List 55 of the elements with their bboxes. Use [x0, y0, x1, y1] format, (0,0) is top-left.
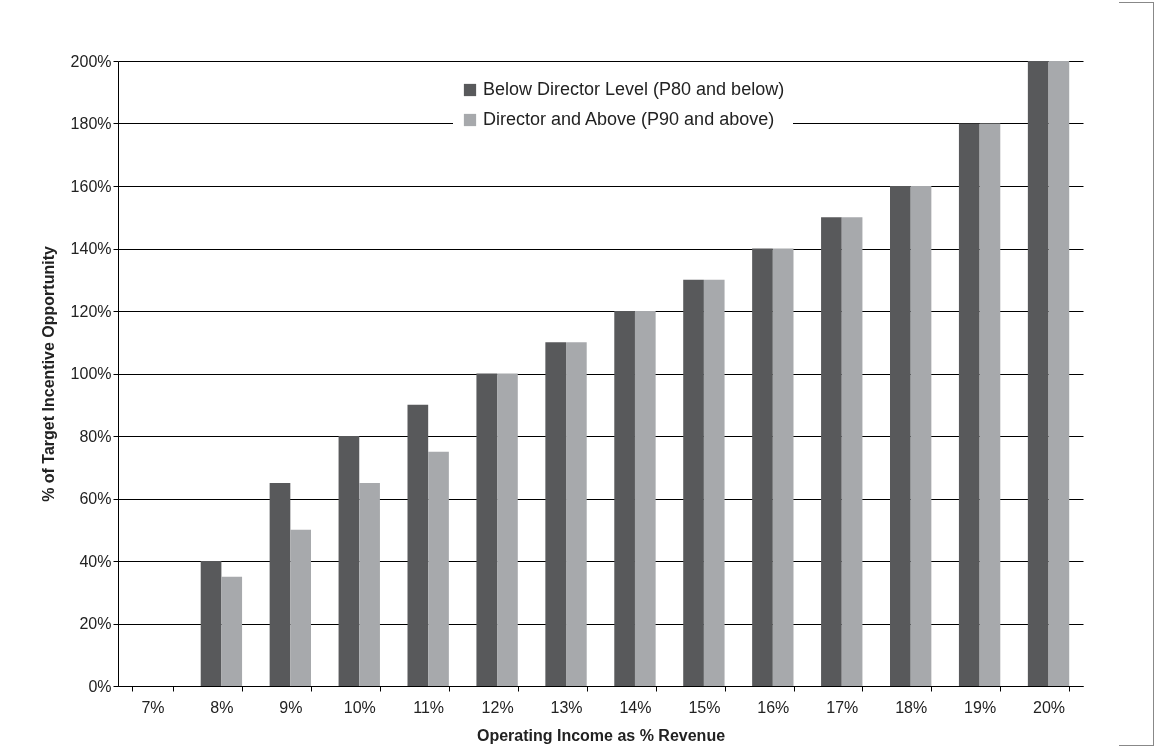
bar — [958, 123, 980, 686]
bar — [269, 482, 291, 686]
bar — [841, 217, 863, 686]
y-tick-label: 140% — [70, 240, 112, 257]
x-tick-label: 10% — [343, 698, 376, 716]
x-tick-label: 12% — [481, 698, 514, 716]
x-tick-label: 20% — [1033, 698, 1066, 716]
bar — [359, 482, 380, 686]
bar — [545, 342, 567, 686]
bar — [683, 279, 704, 686]
bar — [290, 529, 311, 686]
bar — [703, 279, 725, 686]
bar — [1027, 61, 1049, 686]
x-tick-label: 7% — [141, 698, 165, 716]
bar — [634, 311, 656, 686]
bar — [476, 373, 498, 686]
bar — [428, 451, 449, 686]
x-tick-label: 19% — [964, 698, 997, 716]
bar — [338, 436, 360, 686]
y-tick-label: 60% — [79, 490, 112, 507]
bar — [566, 342, 587, 686]
bar — [979, 123, 1001, 686]
bar — [200, 561, 222, 686]
bar — [1048, 61, 1070, 686]
bar — [614, 311, 635, 686]
y-tick-label: 80% — [79, 427, 112, 445]
y-tick-label: 0% — [88, 677, 112, 695]
bar — [407, 404, 429, 686]
x-axis-title: Operating Income as % Revenue — [476, 726, 726, 744]
y-tick-label: 40% — [79, 552, 112, 570]
y-tick-label: 200% — [70, 52, 112, 70]
x-tick-label: 18% — [895, 698, 928, 716]
bar — [221, 576, 243, 686]
y-tick-label: 180% — [70, 115, 112, 132]
bar — [772, 248, 794, 686]
y-axis-title: % of Target Incentive Opportunity — [39, 246, 57, 502]
y-tick-label: 20% — [79, 615, 112, 632]
bar — [821, 217, 842, 686]
x-tick-label: 11% — [413, 698, 445, 716]
bar — [910, 186, 932, 686]
x-tick-label: 16% — [757, 698, 790, 716]
legend-label: Below Director Level (P80 and below) — [483, 79, 785, 99]
y-tick-label: 100% — [70, 365, 112, 382]
x-tick-label: 14% — [619, 698, 652, 716]
bar — [497, 373, 518, 686]
bar — [752, 248, 773, 686]
x-tick-label: 9% — [279, 698, 303, 716]
y-tick-label: 160% — [70, 177, 112, 195]
x-tick-label: 15% — [688, 698, 721, 716]
bar — [890, 186, 911, 686]
x-tick-label: 17% — [826, 698, 859, 716]
x-tick-label: 8% — [210, 698, 234, 716]
legend-label: Director and Above (P90 and above) — [483, 109, 775, 129]
x-tick-label: 13% — [550, 698, 583, 716]
y-tick-label: 120% — [70, 302, 112, 320]
